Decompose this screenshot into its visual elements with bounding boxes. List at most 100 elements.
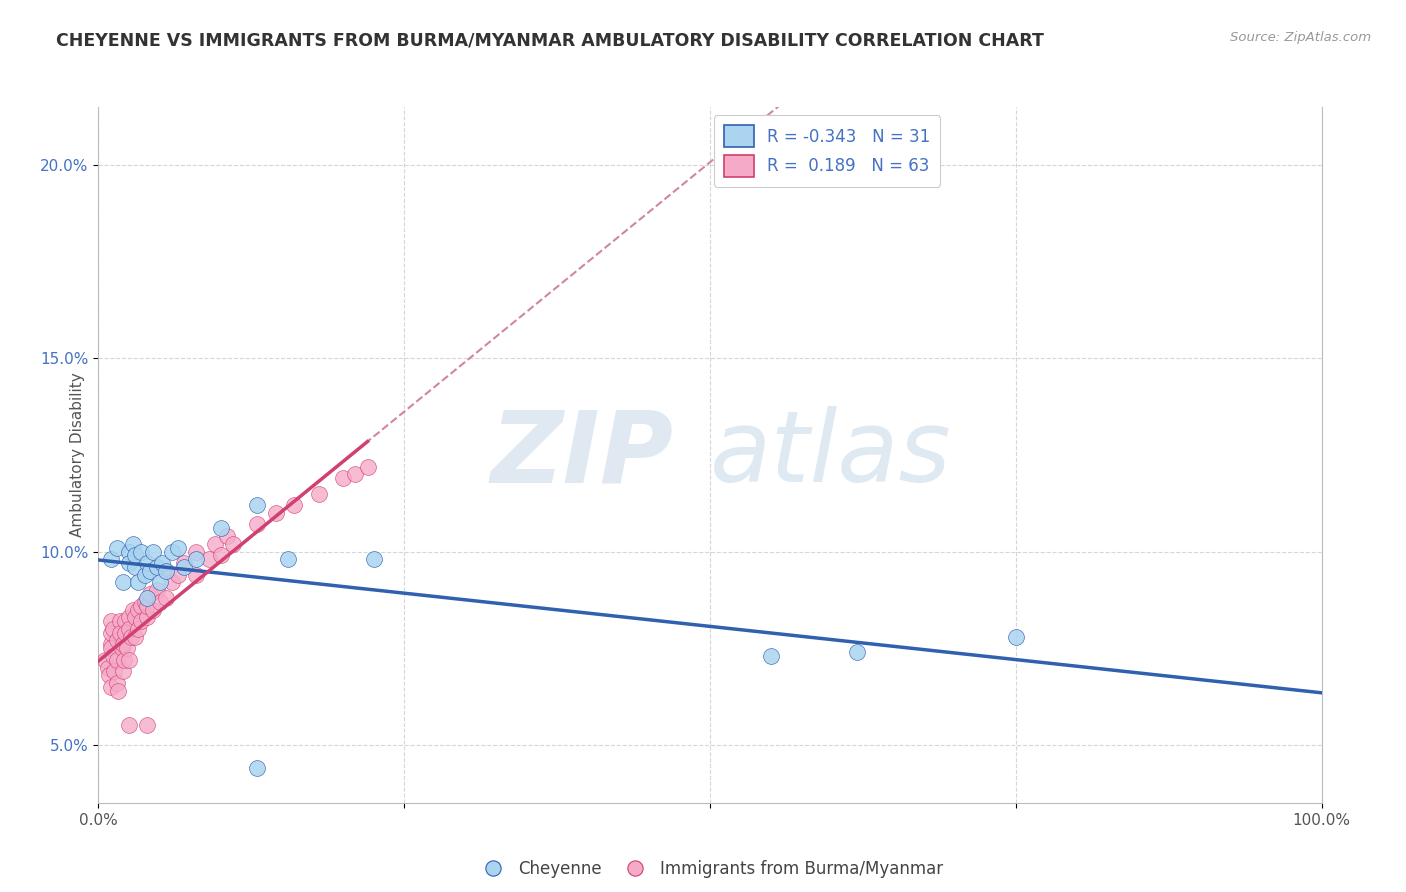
Point xyxy=(332,471,354,485)
Point xyxy=(111,637,134,651)
Point xyxy=(110,614,132,628)
Point xyxy=(186,544,208,558)
Point xyxy=(105,653,128,667)
Point xyxy=(142,544,165,558)
Point xyxy=(139,587,162,601)
Point xyxy=(124,610,146,624)
Point xyxy=(107,683,129,698)
Point xyxy=(142,602,165,616)
Point xyxy=(101,622,124,636)
Point xyxy=(111,665,134,679)
Point xyxy=(129,544,152,558)
Point xyxy=(100,552,122,566)
Point xyxy=(97,660,120,674)
Point xyxy=(160,575,183,590)
Point xyxy=(363,552,385,566)
Point xyxy=(103,665,125,679)
Point xyxy=(283,498,305,512)
Point xyxy=(186,552,208,566)
Text: atlas: atlas xyxy=(710,407,952,503)
Point xyxy=(105,676,128,690)
Point xyxy=(197,552,219,566)
Point xyxy=(129,599,152,613)
Point xyxy=(127,602,149,616)
Point xyxy=(100,637,122,651)
Point xyxy=(105,633,128,648)
Text: ZIP: ZIP xyxy=(491,407,673,503)
Point xyxy=(149,575,172,590)
Point xyxy=(110,625,132,640)
Point xyxy=(129,614,152,628)
Point xyxy=(761,648,783,663)
Point xyxy=(111,641,134,656)
Point xyxy=(149,595,172,609)
Point xyxy=(215,529,238,543)
Point xyxy=(209,521,232,535)
Point xyxy=(124,549,146,563)
Point xyxy=(186,567,208,582)
Point xyxy=(308,486,330,500)
Point xyxy=(246,761,269,775)
Legend: Cheyenne, Immigrants from Burma/Myanmar: Cheyenne, Immigrants from Burma/Myanmar xyxy=(470,854,950,885)
Point xyxy=(136,599,159,613)
Point xyxy=(146,560,169,574)
Point xyxy=(100,641,122,656)
Point xyxy=(155,564,177,578)
Point xyxy=(98,668,121,682)
Point xyxy=(111,575,134,590)
Point xyxy=(136,591,159,605)
Y-axis label: Ambulatory Disability: Ambulatory Disability xyxy=(69,373,84,537)
Point xyxy=(114,625,136,640)
Point xyxy=(124,630,146,644)
Point xyxy=(120,630,142,644)
Point xyxy=(121,602,143,616)
Point xyxy=(127,575,149,590)
Point xyxy=(118,622,141,636)
Point xyxy=(93,653,115,667)
Point xyxy=(173,556,195,570)
Point xyxy=(277,552,299,566)
Text: CHEYENNE VS IMMIGRANTS FROM BURMA/MYANMAR AMBULATORY DISABILITY CORRELATION CHAR: CHEYENNE VS IMMIGRANTS FROM BURMA/MYANMA… xyxy=(56,31,1045,49)
Point xyxy=(155,591,177,605)
Point xyxy=(139,564,162,578)
Point xyxy=(136,556,159,570)
Point xyxy=(246,517,269,532)
Point xyxy=(105,541,128,555)
Point xyxy=(1004,630,1026,644)
Point xyxy=(118,718,141,732)
Point xyxy=(134,595,156,609)
Point xyxy=(112,653,135,667)
Point xyxy=(100,680,122,694)
Point xyxy=(101,648,124,663)
Point xyxy=(136,610,159,624)
Point xyxy=(344,467,367,482)
Point xyxy=(118,610,141,624)
Point xyxy=(146,583,169,598)
Point xyxy=(124,560,146,574)
Point xyxy=(246,498,269,512)
Point xyxy=(134,567,156,582)
Text: Source: ZipAtlas.com: Source: ZipAtlas.com xyxy=(1230,31,1371,45)
Point xyxy=(167,567,190,582)
Point xyxy=(150,556,173,570)
Point xyxy=(118,556,141,570)
Point xyxy=(264,506,287,520)
Point xyxy=(204,537,226,551)
Point xyxy=(121,537,143,551)
Point xyxy=(118,653,141,667)
Point xyxy=(100,625,122,640)
Point xyxy=(127,622,149,636)
Point xyxy=(160,544,183,558)
Point xyxy=(118,544,141,558)
Point xyxy=(167,541,190,555)
Point xyxy=(136,718,159,732)
Point xyxy=(155,564,177,578)
Point xyxy=(845,645,868,659)
Point xyxy=(100,614,122,628)
Point xyxy=(356,459,378,474)
Point xyxy=(209,549,232,563)
Point xyxy=(115,641,138,656)
Point xyxy=(222,537,245,551)
Point xyxy=(173,560,195,574)
Point xyxy=(114,614,136,628)
